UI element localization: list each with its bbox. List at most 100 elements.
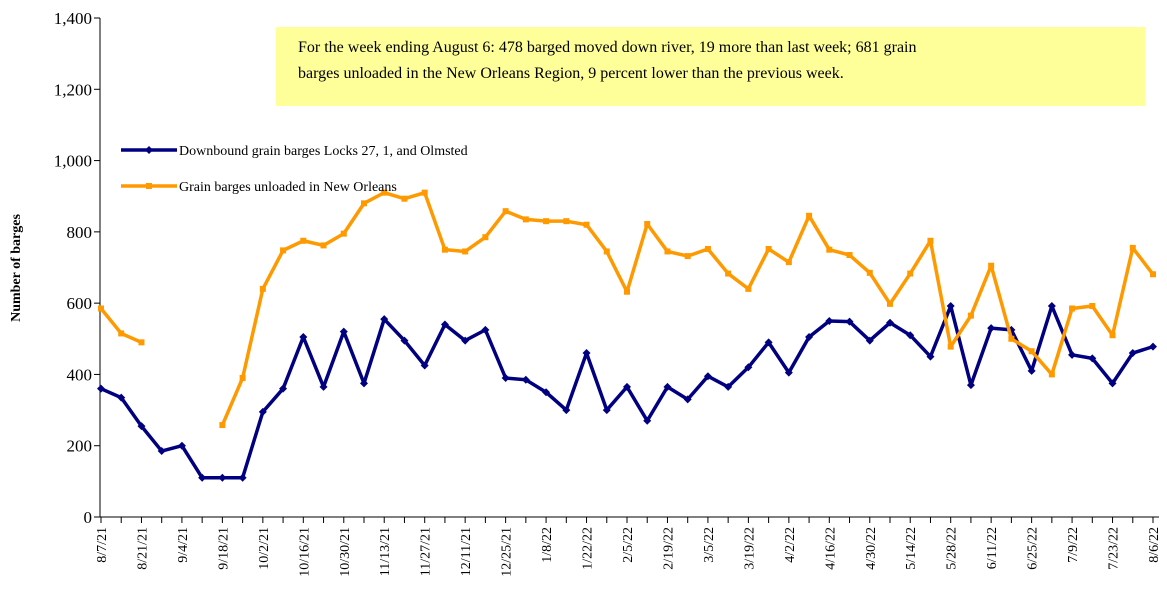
point	[765, 245, 772, 252]
point	[624, 288, 630, 295]
x-tick-label: 2/19/22	[661, 527, 676, 570]
point	[785, 259, 792, 266]
point	[401, 195, 408, 202]
point	[643, 416, 652, 425]
y-axis-label: Number of barges	[9, 214, 24, 322]
legend-label: Downbound grain barges Locks 27, 1, and …	[179, 144, 468, 159]
x-tick-label: 8/21/21	[135, 527, 150, 570]
point	[947, 343, 954, 350]
legend-label: Grain barges unloaded in New Orleans	[179, 180, 397, 195]
x-tick-label: 11/13/21	[378, 527, 393, 576]
point	[805, 333, 814, 342]
x-tick-label: 9/4/21	[176, 527, 191, 563]
point	[683, 395, 692, 404]
point	[784, 368, 793, 377]
x-tick-label: 6/25/22	[1026, 527, 1041, 570]
point	[380, 315, 389, 324]
point	[1088, 354, 1097, 363]
x-tick-label: 2/5/22	[621, 527, 636, 563]
x-tick-label: 12/11/21	[459, 527, 474, 576]
point	[745, 285, 752, 292]
x-tick-label: 3/19/22	[742, 527, 757, 570]
point	[218, 473, 227, 482]
x-tick-label: 9/18/21	[216, 527, 231, 570]
point	[481, 325, 490, 334]
x-tick-label: 6/11/22	[985, 527, 1000, 569]
point	[1069, 305, 1076, 312]
x-tick-label: 7/9/22	[1066, 527, 1081, 563]
point	[482, 234, 489, 241]
point	[238, 473, 247, 482]
point	[198, 473, 207, 482]
point	[502, 208, 509, 215]
point	[988, 262, 995, 269]
point	[967, 312, 974, 319]
point	[421, 189, 428, 196]
annotation-box	[276, 27, 1145, 106]
point	[501, 373, 510, 382]
point	[542, 388, 551, 397]
point	[97, 384, 105, 393]
point	[744, 363, 753, 372]
point	[866, 269, 873, 276]
point	[157, 447, 166, 456]
point	[381, 189, 388, 196]
point	[906, 331, 915, 340]
point	[926, 352, 935, 361]
series-line	[100, 304, 1154, 480]
point	[1108, 379, 1117, 388]
point	[907, 270, 914, 277]
point	[602, 406, 611, 415]
point	[300, 237, 307, 244]
point	[825, 316, 834, 325]
point	[146, 183, 152, 189]
point	[340, 230, 347, 237]
point	[137, 422, 146, 431]
point	[865, 336, 874, 345]
point	[887, 300, 893, 307]
x-tick-label: 10/30/21	[338, 527, 353, 577]
point	[684, 253, 691, 260]
x-tick-label: 8/6/22	[1147, 527, 1162, 563]
point	[360, 379, 368, 388]
point	[461, 336, 470, 345]
point	[441, 246, 448, 253]
point	[361, 200, 367, 207]
point	[663, 382, 672, 391]
point	[1048, 371, 1055, 378]
point	[543, 218, 550, 225]
y-tick-label: 600	[67, 294, 93, 313]
annotation-line: barges unloaded in the New Orleans Regio…	[298, 65, 844, 82]
point	[623, 382, 631, 391]
point	[462, 248, 469, 255]
x-tick-label: 10/16/21	[297, 527, 312, 577]
point	[1027, 366, 1036, 375]
point	[563, 218, 570, 225]
point	[1149, 342, 1157, 351]
point	[927, 237, 934, 244]
x-tick-label: 11/27/21	[419, 527, 434, 576]
point	[1129, 244, 1136, 251]
point	[806, 212, 813, 219]
point	[826, 246, 833, 253]
y-tick-label: 800	[67, 223, 93, 242]
point	[562, 406, 571, 415]
x-tick-label: 4/2/22	[783, 527, 798, 563]
y-tick-label: 1,400	[54, 9, 92, 28]
point	[845, 317, 854, 326]
point	[603, 248, 610, 255]
point	[846, 252, 853, 259]
point	[118, 330, 125, 337]
point	[704, 245, 711, 252]
point	[966, 381, 975, 390]
point	[946, 301, 955, 310]
point	[1047, 301, 1056, 310]
point	[764, 338, 773, 347]
point	[582, 349, 591, 358]
point	[1128, 349, 1137, 358]
point	[117, 393, 126, 402]
point	[319, 382, 328, 391]
point	[664, 248, 671, 255]
point	[280, 247, 287, 254]
